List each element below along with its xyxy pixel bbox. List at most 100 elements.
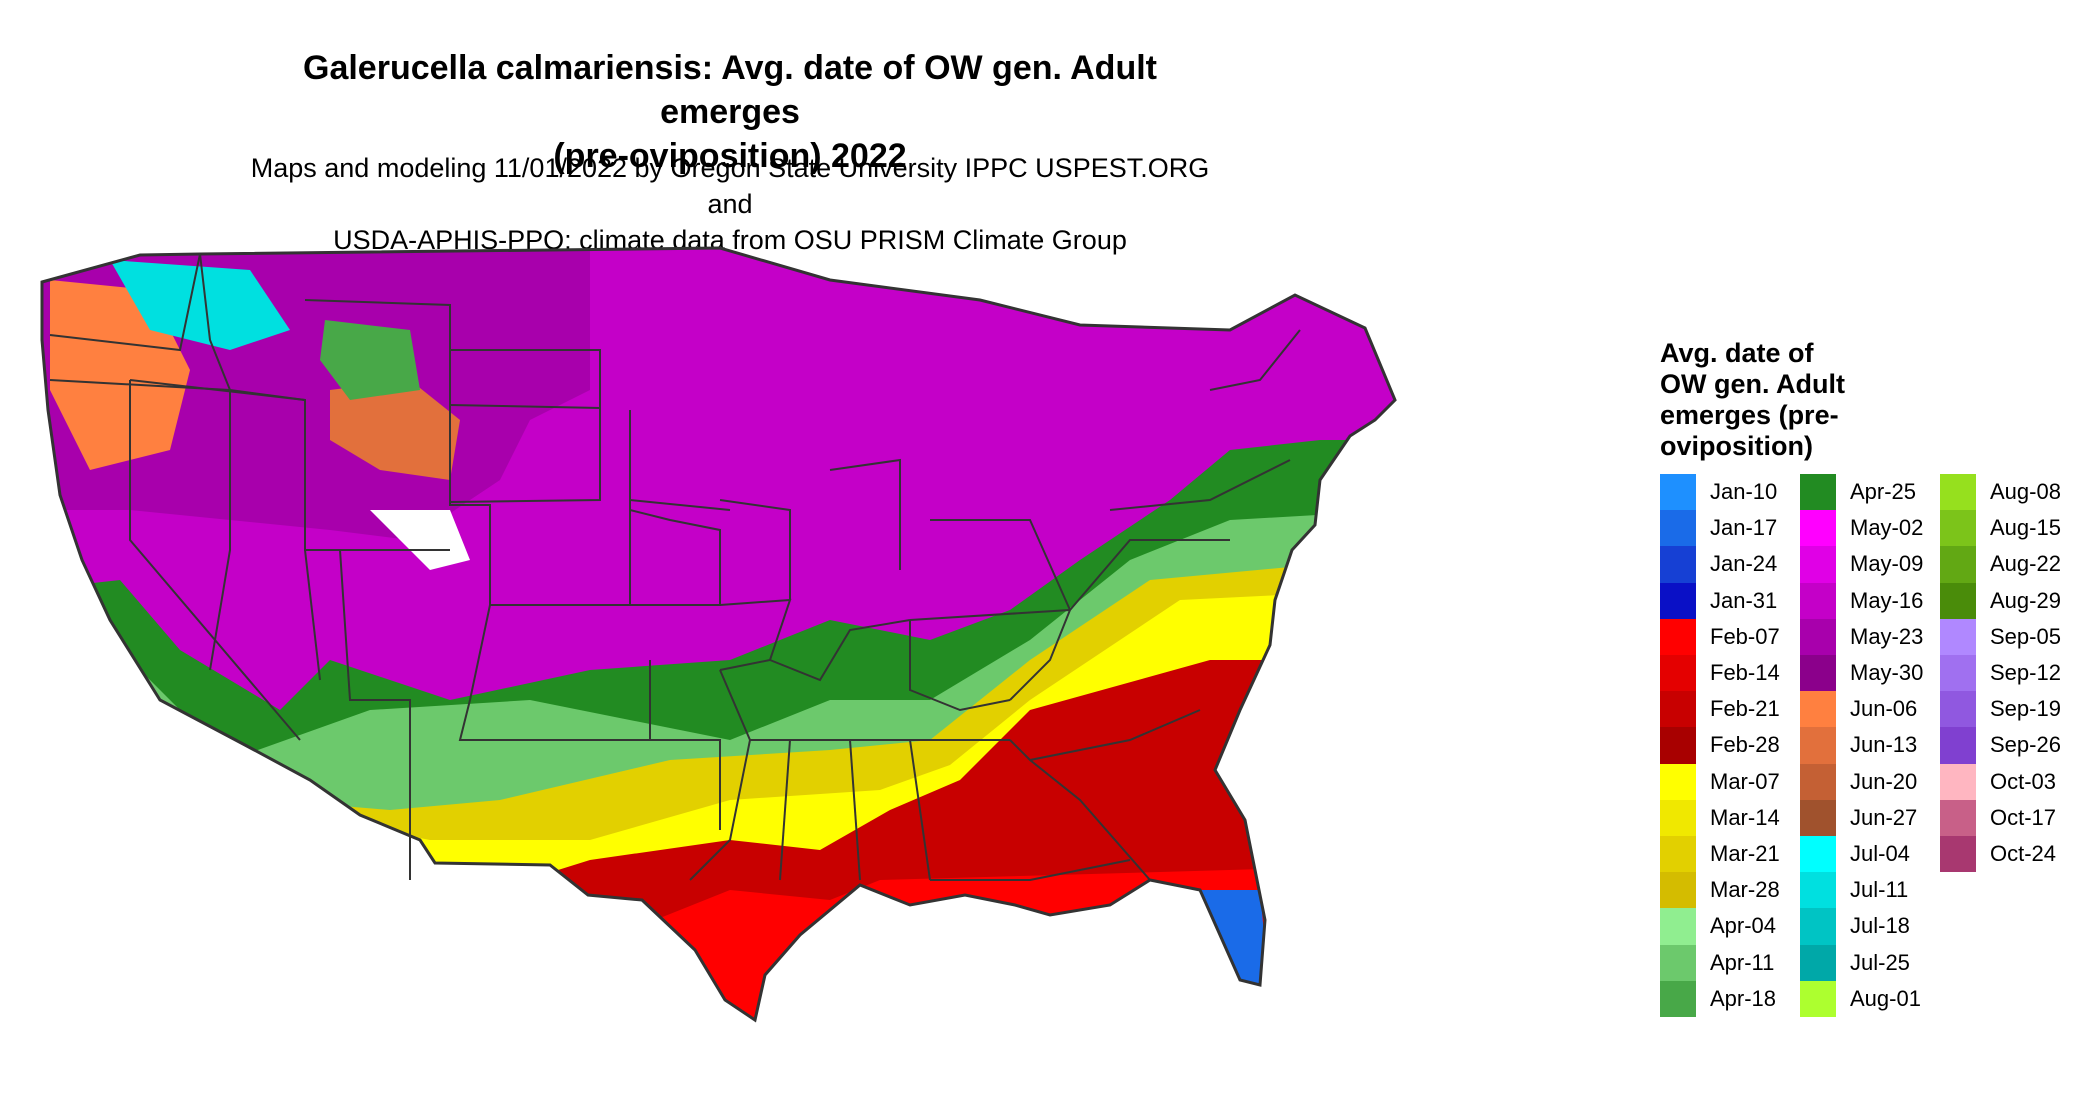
legend-title-line-3: emerges (pre- <box>1660 400 1839 430</box>
legend-label: May-09 <box>1850 551 1924 577</box>
legend-item: Jul-18 <box>1800 908 1910 945</box>
legend-label: Jul-04 <box>1850 841 1910 867</box>
legend-item: Aug-08 <box>1940 474 2061 511</box>
legend-item: Feb-07 <box>1660 618 1780 655</box>
legend-swatch <box>1800 691 1836 728</box>
legend-item: Sep-19 <box>1940 691 2061 728</box>
legend-label: Feb-14 <box>1710 660 1780 686</box>
legend-item: May-30 <box>1800 655 1923 692</box>
legend-label: Feb-28 <box>1710 732 1780 758</box>
legend-item: Oct-03 <box>1940 763 2056 800</box>
legend-swatch <box>1800 799 1836 836</box>
legend-swatch <box>1660 980 1696 1017</box>
legend-item: Aug-29 <box>1940 582 2061 619</box>
legend-swatch <box>1940 474 1976 511</box>
legend-item: Jun-06 <box>1800 691 1917 728</box>
legend-swatch <box>1800 618 1836 655</box>
legend-label: Feb-21 <box>1710 696 1780 722</box>
emergence-raster <box>42 248 1395 1020</box>
map-subtitle: Maps and modeling 11/01/2022 by Oregon S… <box>230 150 1230 258</box>
legend-label: Jun-27 <box>1850 804 1918 830</box>
legend-item: Feb-28 <box>1660 727 1780 764</box>
legend-item: Jan-31 <box>1660 582 1778 619</box>
legend-swatch <box>1940 763 1976 800</box>
legend-item: Jan-24 <box>1660 546 1777 583</box>
legend-label: Mar-07 <box>1710 768 1780 794</box>
legend-swatch <box>1660 546 1696 583</box>
legend-label: Sep-12 <box>1990 660 2061 686</box>
legend-label: Jul-18 <box>1850 913 1910 939</box>
legend-label: Aug-22 <box>1990 551 2061 577</box>
legend-item: May-23 <box>1800 618 1923 655</box>
legend-swatch <box>1800 727 1836 764</box>
legend-swatch <box>1660 474 1696 511</box>
map-title-line-1: Galerucella calmariensis: Avg. date of O… <box>303 49 1157 131</box>
legend-item: Apr-25 <box>1800 474 1917 511</box>
legend-swatch <box>1800 546 1836 583</box>
legend-item: Jul-25 <box>1800 944 1910 981</box>
legend-item: Sep-12 <box>1940 655 2061 692</box>
legend-swatch <box>1660 618 1696 655</box>
legend-item: Jun-20 <box>1800 763 1918 800</box>
legend-item: May-02 <box>1800 510 1924 547</box>
legend-swatch <box>1660 908 1696 945</box>
legend-label: Jan-17 <box>1710 515 1778 541</box>
legend-title: Avg. date of OW gen. Adult emerges (pre-… <box>1660 338 1900 462</box>
legend-label: Apr-18 <box>1710 985 1777 1011</box>
legend-label: Feb-07 <box>1710 623 1780 649</box>
legend-item: Jun-13 <box>1800 727 1918 764</box>
legend-item: Aug-15 <box>1940 510 2061 547</box>
legend-item: Jul-11 <box>1800 872 1909 909</box>
legend-title-line-1: Avg. date of <box>1660 338 1814 368</box>
legend-label: Aug-29 <box>1990 587 2061 613</box>
legend-swatch <box>1800 763 1836 800</box>
legend-item: Sep-05 <box>1940 618 2061 655</box>
legend-swatch <box>1660 836 1696 873</box>
legend-item: Aug-01 <box>1800 980 1921 1017</box>
legend-label: Sep-19 <box>1990 696 2061 722</box>
legend-swatch <box>1660 691 1696 728</box>
legend-item: Mar-14 <box>1660 799 1780 836</box>
legend-label: Aug-01 <box>1850 985 1921 1011</box>
legend-swatch <box>1660 872 1696 909</box>
legend-swatch <box>1940 546 1976 583</box>
legend-swatch <box>1940 727 1976 764</box>
legend-swatch <box>1940 510 1976 547</box>
legend-item: Mar-21 <box>1660 836 1780 873</box>
legend-label: Jun-20 <box>1850 768 1918 794</box>
legend-label: Mar-28 <box>1710 877 1780 903</box>
legend-item: Aug-22 <box>1940 546 2061 583</box>
legend-label: Sep-26 <box>1990 732 2061 758</box>
legend-swatch <box>1660 727 1696 764</box>
legend-swatch <box>1940 691 1976 728</box>
legend-label: Oct-17 <box>1990 804 2057 830</box>
legend-label: Jul-11 <box>1850 877 1909 903</box>
legend-swatch <box>1800 474 1836 511</box>
legend-label: Apr-11 <box>1710 949 1775 975</box>
legend-swatch <box>1800 980 1836 1017</box>
legend-label: Apr-25 <box>1850 479 1917 505</box>
legend-swatch <box>1940 836 1976 873</box>
map-title-line-2: (pre-oviposition) 2022 <box>553 137 907 175</box>
legend-label: Jan-31 <box>1710 587 1778 613</box>
legend-swatch <box>1800 510 1836 547</box>
legend-swatch <box>1940 655 1976 692</box>
legend-item: Feb-21 <box>1660 691 1780 728</box>
legend-item: May-16 <box>1800 582 1924 619</box>
legend-swatch <box>1800 655 1836 692</box>
legend-item: Apr-11 <box>1660 944 1775 981</box>
legend-label: Jun-13 <box>1850 732 1918 758</box>
legend-item: Jan-17 <box>1660 510 1778 547</box>
us-emergence-map <box>40 246 1397 1023</box>
legend-label: Jul-25 <box>1850 949 1910 975</box>
legend: Avg. date of OW gen. Adult emerges (pre-… <box>1660 338 2100 1034</box>
map-title: Galerucella calmariensis: Avg. date of O… <box>230 46 1230 178</box>
legend-title-line-4: oviposition) <box>1660 431 1813 461</box>
legend-swatch <box>1800 582 1836 619</box>
legend-label: Aug-15 <box>1990 515 2061 541</box>
legend-label: May-02 <box>1850 515 1924 541</box>
legend-label: Apr-04 <box>1710 913 1777 939</box>
legend-label: May-16 <box>1850 587 1924 613</box>
legend-item: Sep-26 <box>1940 727 2061 764</box>
legend-swatch <box>1940 799 1976 836</box>
